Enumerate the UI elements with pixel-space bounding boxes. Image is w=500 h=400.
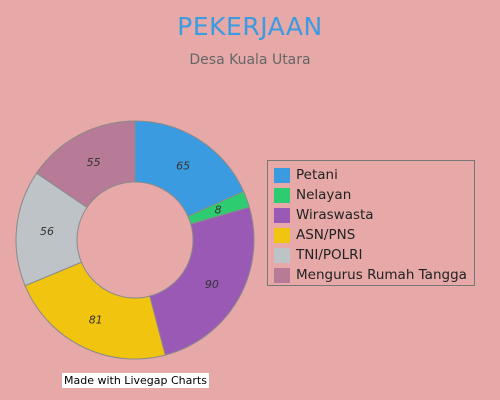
data-label: 8 <box>215 204 222 217</box>
legend-item[interactable]: TNI/POLRI <box>274 245 468 265</box>
slice-petani[interactable] <box>134 120 245 217</box>
data-label: 55 <box>87 156 101 169</box>
legend-label: Nelayan <box>296 187 352 203</box>
chart-title: PEKERJAAN <box>177 12 323 41</box>
data-label: 90 <box>205 278 219 291</box>
legend-swatch <box>274 187 290 203</box>
legend-swatch <box>274 207 290 223</box>
slice-mengurus-rumah-tangga[interactable] <box>35 120 136 209</box>
legend-label: TNI/POLRI <box>296 247 363 263</box>
slice-wiraswasta[interactable] <box>149 206 255 356</box>
legend-item[interactable]: Petani <box>274 165 468 185</box>
chart-legend: Petani Nelayan Wiraswasta ASN/PNS TNI/POLRI M… <box>267 160 475 286</box>
legend-swatch <box>274 267 290 283</box>
data-label: 81 <box>89 313 103 326</box>
legend-swatch <box>274 247 290 263</box>
data-label: 65 <box>176 160 190 173</box>
slice-asn-pns[interactable] <box>24 261 166 360</box>
chart-subtitle: Desa Kuala Utara <box>189 52 311 68</box>
legend-label: Mengurus Rumah Tangga <box>296 267 467 283</box>
credit-label: Made with Livegap Charts <box>62 373 209 388</box>
legend-label: ASN/PNS <box>296 227 356 243</box>
legend-swatch <box>274 167 290 183</box>
legend-swatch <box>274 227 290 243</box>
legend-item[interactable]: Mengurus Rumah Tangga <box>274 265 468 285</box>
legend-item[interactable]: Nelayan <box>274 185 468 205</box>
data-label: 56 <box>40 225 54 238</box>
legend-item[interactable]: Wiraswasta <box>274 205 468 225</box>
legend-label: Petani <box>296 167 338 183</box>
legend-label: Wiraswasta <box>296 207 374 223</box>
legend-item[interactable]: ASN/PNS <box>274 225 468 245</box>
